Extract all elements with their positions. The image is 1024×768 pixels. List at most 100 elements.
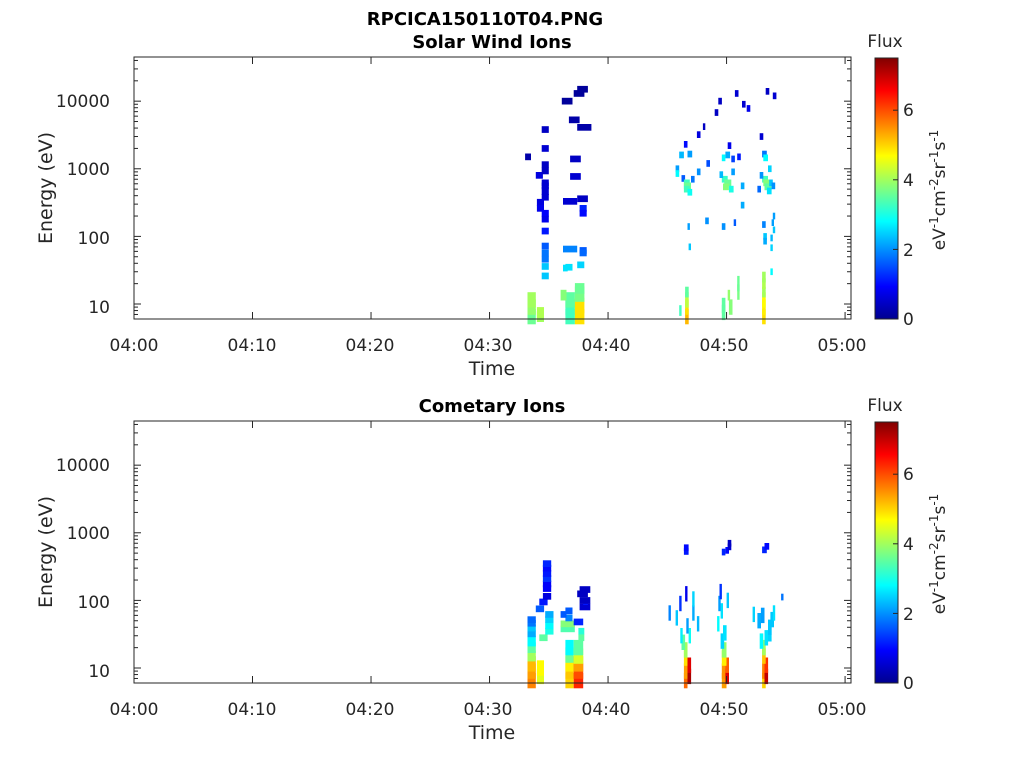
spectrogram-cell	[725, 547, 729, 554]
spectrogram-cell	[760, 607, 765, 624]
spectrogram-cell	[541, 249, 549, 257]
spectrogram-cell	[541, 161, 549, 168]
spectrogram-cell	[764, 183, 772, 191]
spectrogram-cell	[577, 590, 588, 598]
spectrogram-cell	[692, 605, 695, 621]
x-axis-label: Time	[468, 722, 516, 744]
spectrogram-cell	[683, 650, 688, 666]
spectrogram-cell	[725, 657, 729, 673]
spectrogram-cell	[696, 131, 701, 138]
spectrogram-cell	[763, 233, 767, 240]
spectrogram-cell	[720, 603, 723, 619]
spectrogram-cell	[542, 560, 552, 567]
spectrogram-cell	[721, 297, 726, 314]
spectrogram-cell	[680, 628, 683, 644]
y-tick-label: 10000	[56, 456, 110, 476]
spectrogram-cell	[691, 175, 695, 183]
spectrogram-cell	[731, 155, 735, 163]
spectrogram-cell	[762, 150, 767, 158]
spectrogram-cell	[687, 188, 693, 196]
x-tick-label: 04:20	[346, 336, 395, 356]
spectrogram-cell	[541, 255, 549, 263]
spectrogram-cell	[727, 543, 732, 551]
spectrogram-cell	[727, 289, 731, 301]
spectrogram-cell	[541, 167, 549, 175]
spectrogram-cell	[527, 308, 536, 325]
spectrogram-cell	[574, 283, 585, 294]
y-tick-label: 10000	[56, 92, 110, 112]
spectrogram-cell	[759, 133, 764, 140]
spectrogram-cell	[769, 179, 773, 187]
x-tick-label: 04:10	[228, 336, 277, 356]
spectrogram-cell	[721, 672, 727, 689]
spectrogram-cell	[762, 672, 766, 689]
spectrogram-cell	[725, 668, 729, 685]
spectrogram-cell	[527, 635, 536, 647]
spectrogram-cell	[762, 546, 767, 554]
y-tick-label: 1000	[67, 160, 110, 180]
spectrogram-cell	[527, 619, 536, 627]
spectrogram-cell	[720, 633, 725, 649]
x-axis-label: Time	[468, 358, 516, 380]
spectrogram-cell	[527, 630, 536, 638]
spectrogram-cell	[565, 308, 575, 325]
spectrogram-cell	[772, 226, 776, 234]
spectrogram-cell	[527, 672, 536, 689]
spectrogram-cell	[565, 656, 574, 672]
spectrogram-cell	[679, 595, 682, 612]
spectrogram-cell	[764, 668, 769, 685]
spectrogram-cell	[541, 242, 549, 250]
spectrogram-cell	[727, 539, 732, 547]
colorbar-ticks	[893, 473, 898, 684]
spectrogram-cell	[683, 141, 688, 148]
spectrogram-cell	[721, 642, 727, 658]
spectrogram-cell	[696, 168, 701, 176]
spectrogram-cell	[781, 593, 784, 601]
spectrogram-cell	[542, 570, 552, 577]
spectrogram-cell	[687, 657, 692, 673]
spectrogram-cell	[565, 672, 574, 689]
spectrogram-cell	[763, 179, 771, 187]
spectrogram-cell	[770, 244, 773, 252]
chart-title: Cometary Ions	[419, 396, 566, 417]
spectrogram-cell	[542, 585, 552, 592]
spectrogram-cell	[687, 150, 693, 158]
spectrogram-cell	[721, 223, 726, 230]
spectrogram-cell	[762, 648, 766, 664]
spectrogram-cell	[681, 634, 686, 650]
spectrogram-cell	[721, 548, 726, 556]
x-tick-label: 04:20	[346, 700, 395, 720]
spectrogram-cell	[541, 263, 549, 270]
spectrogram-cell	[688, 243, 691, 251]
spectrogram-cell	[579, 597, 591, 604]
spectrogram-cell	[737, 275, 740, 292]
colorbar-title: Flux	[867, 396, 902, 416]
spectrogram-cell	[721, 650, 727, 666]
colorbar-title: Flux	[867, 32, 902, 52]
spectrogram-cell	[721, 663, 727, 679]
colorbar-tick-label: 0	[903, 674, 914, 694]
spectrogram-cell	[762, 663, 766, 679]
spectrogram-cell	[577, 85, 588, 93]
spectrogram-cell	[565, 614, 573, 622]
x-tick-label: 04:30	[464, 336, 513, 356]
x-tick-label: 05:00	[818, 700, 867, 720]
spectrogram-cell	[679, 151, 684, 159]
y-tick-label: 10	[88, 662, 110, 682]
spectrogram-cell	[573, 618, 584, 626]
spectrogram-cell	[525, 153, 531, 161]
spectrogram-cell	[719, 171, 724, 178]
spectrogram-cell	[535, 172, 543, 179]
spectrogram-cell	[688, 628, 691, 644]
spectrogram-cell	[759, 172, 764, 179]
spectrogram-cell	[563, 264, 568, 272]
spectrogram-cell	[696, 616, 700, 632]
spectrogram-cell	[718, 97, 722, 105]
spectrogram-cell	[541, 193, 549, 201]
spectrogram-cell	[541, 145, 549, 152]
spectrogram-cell	[687, 668, 692, 685]
spectrogram-cell	[574, 308, 585, 325]
spectrogram-cell	[527, 656, 536, 672]
spectrogram-cell	[539, 634, 548, 642]
spectrogram-cells	[527, 539, 784, 689]
